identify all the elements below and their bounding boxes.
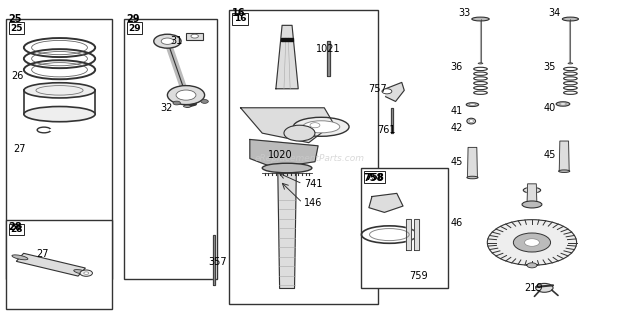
Ellipse shape	[469, 120, 474, 123]
Bar	[186, 33, 203, 40]
Polygon shape	[391, 108, 393, 133]
Text: 758: 758	[365, 173, 384, 182]
Polygon shape	[559, 141, 569, 171]
Ellipse shape	[24, 83, 95, 98]
Text: 33: 33	[459, 8, 471, 18]
Text: 27: 27	[36, 249, 48, 259]
Text: 29: 29	[128, 24, 141, 33]
Circle shape	[84, 272, 89, 275]
Polygon shape	[467, 147, 477, 178]
Text: 761: 761	[377, 125, 396, 135]
Ellipse shape	[478, 63, 483, 64]
Circle shape	[161, 38, 174, 44]
Text: 219: 219	[524, 283, 542, 294]
Circle shape	[487, 220, 577, 265]
Text: 35: 35	[543, 61, 556, 72]
Ellipse shape	[560, 103, 567, 105]
Text: 45: 45	[543, 150, 556, 160]
Ellipse shape	[562, 17, 578, 21]
Ellipse shape	[303, 121, 340, 133]
Text: 36: 36	[451, 61, 463, 72]
Circle shape	[201, 100, 208, 103]
Polygon shape	[386, 82, 404, 101]
Circle shape	[191, 34, 198, 38]
Ellipse shape	[472, 17, 489, 21]
Circle shape	[176, 90, 196, 100]
Circle shape	[527, 263, 537, 268]
Circle shape	[525, 239, 539, 246]
Ellipse shape	[469, 104, 476, 106]
Text: 29: 29	[126, 14, 140, 24]
Ellipse shape	[522, 201, 542, 208]
Ellipse shape	[262, 163, 312, 173]
Text: 31: 31	[170, 36, 183, 46]
Text: 741: 741	[304, 179, 322, 189]
Text: 40: 40	[543, 103, 556, 113]
Polygon shape	[281, 38, 293, 41]
Circle shape	[513, 233, 551, 252]
FancyBboxPatch shape	[229, 10, 378, 304]
Ellipse shape	[293, 117, 349, 136]
Text: 45: 45	[451, 157, 463, 167]
Text: 25: 25	[11, 24, 23, 33]
Text: 1020: 1020	[268, 150, 293, 160]
Circle shape	[284, 125, 315, 141]
Polygon shape	[16, 253, 86, 276]
Text: 759: 759	[409, 271, 428, 281]
Ellipse shape	[466, 103, 479, 107]
Ellipse shape	[559, 170, 570, 172]
Text: 25: 25	[9, 14, 22, 24]
Polygon shape	[414, 219, 419, 250]
Text: 28: 28	[11, 225, 23, 234]
Polygon shape	[527, 184, 537, 206]
Ellipse shape	[568, 63, 573, 64]
FancyBboxPatch shape	[361, 168, 448, 288]
Polygon shape	[213, 235, 215, 285]
Polygon shape	[369, 193, 403, 212]
Ellipse shape	[467, 118, 476, 124]
Polygon shape	[327, 41, 330, 76]
Text: 46: 46	[451, 218, 463, 229]
Text: 146: 146	[304, 198, 322, 208]
Ellipse shape	[556, 102, 570, 106]
Polygon shape	[406, 219, 411, 250]
Circle shape	[173, 101, 180, 105]
Text: 1021: 1021	[316, 44, 341, 54]
Circle shape	[382, 89, 392, 94]
FancyBboxPatch shape	[124, 19, 217, 279]
Text: 26: 26	[11, 71, 24, 81]
Ellipse shape	[523, 187, 541, 193]
Ellipse shape	[12, 255, 28, 260]
FancyBboxPatch shape	[6, 220, 112, 309]
Polygon shape	[278, 168, 296, 288]
Circle shape	[80, 270, 92, 276]
Text: 42: 42	[451, 123, 463, 133]
Circle shape	[154, 34, 181, 48]
Circle shape	[536, 283, 553, 292]
Ellipse shape	[184, 105, 191, 107]
Circle shape	[167, 86, 205, 105]
Ellipse shape	[467, 176, 478, 179]
Text: 758: 758	[363, 172, 384, 183]
Polygon shape	[276, 25, 298, 89]
Polygon shape	[250, 139, 318, 168]
Ellipse shape	[74, 269, 90, 275]
Polygon shape	[241, 108, 334, 143]
Ellipse shape	[24, 107, 95, 122]
Text: 41: 41	[451, 106, 463, 116]
Text: 34: 34	[549, 8, 561, 18]
FancyBboxPatch shape	[6, 19, 112, 279]
Text: 357: 357	[208, 256, 227, 267]
Text: 27: 27	[14, 144, 26, 154]
Text: 32: 32	[160, 103, 172, 113]
Text: 757: 757	[368, 84, 387, 94]
Text: eReplacementParts.com: eReplacementParts.com	[255, 154, 365, 163]
Text: 28: 28	[9, 222, 22, 232]
Text: 16: 16	[232, 8, 246, 18]
Text: 16: 16	[234, 14, 246, 23]
